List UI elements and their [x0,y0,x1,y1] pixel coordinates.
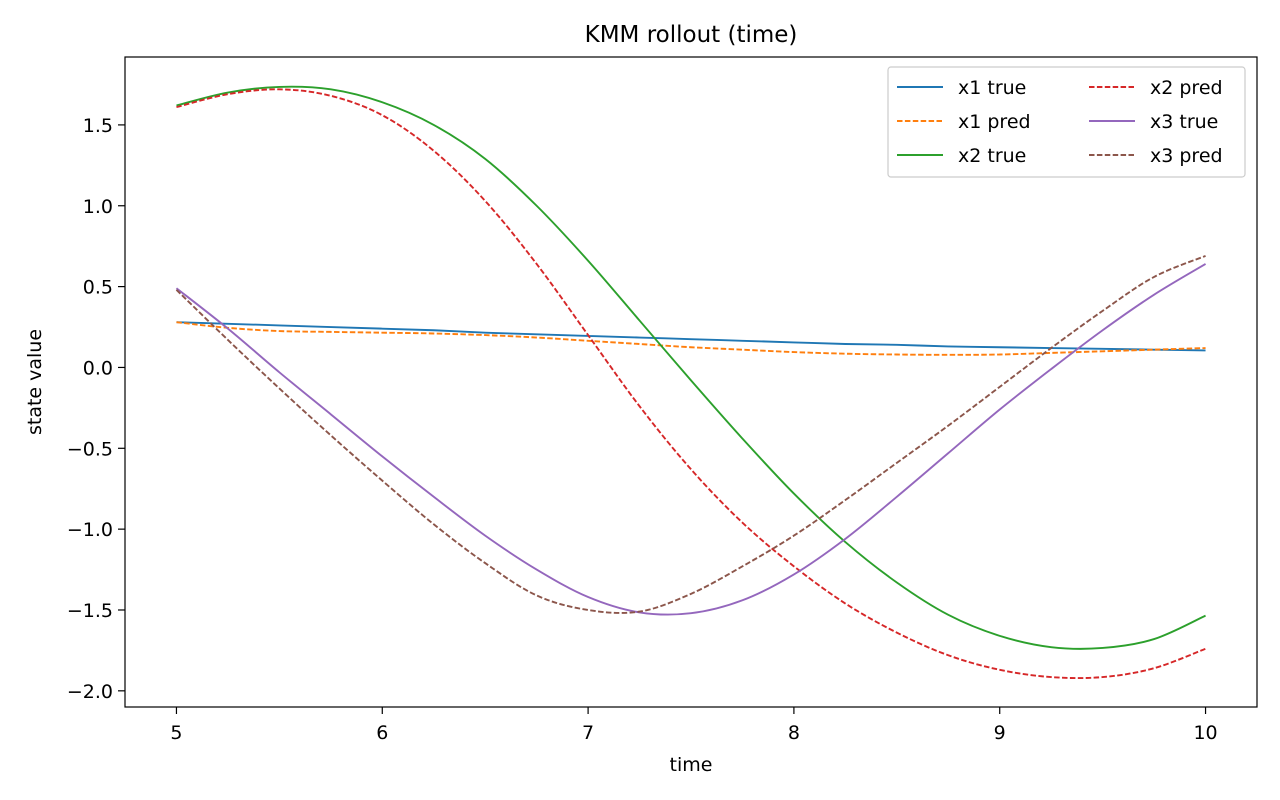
series-line-x2-true [176,85,1206,650]
y-tick-label: 1.0 [83,196,113,218]
x-tick-label: 8 [788,722,800,744]
legend-label: x2 pred [1150,77,1223,99]
series-line-x1-true [176,321,1206,352]
x-tick-label: 9 [994,722,1006,744]
legend: x1 true x1 pred x2 true x2 pred x3 true x3 pr… [887,66,1246,178]
legend-label: x3 true [1150,111,1218,133]
y-tick-label: −1.0 [67,519,113,541]
x-axis-label: time [670,754,713,776]
legend-label: x1 true [958,77,1026,99]
legend-box [887,66,1246,178]
plot-frame [124,56,1258,708]
y-axis-label: state value [24,329,46,435]
y-tick-label: −1.5 [67,600,113,622]
series-line-x2-pred [176,88,1206,680]
legend-label: x3 pred [1150,145,1223,167]
series-line-x3-pred [175,255,1206,614]
series-line-x1-pred [176,321,1206,356]
legend-label: x1 pred [958,111,1031,133]
x-tick-label: 6 [376,722,388,744]
y-tick-label: −0.5 [67,438,113,460]
series-lines [175,85,1207,680]
y-tick-label: 1.5 [83,115,113,137]
x-tick-label: 7 [582,722,594,744]
y-tick-label: 0.5 [83,277,113,299]
y-tick-label: −2.0 [67,681,113,703]
axis-ticks: 5 6 7 8 9 10 1.5 1.0 0.5 0.0 −0.5 −1.0 −1.5 −2.0 [67,115,1218,744]
x-tick-label: 5 [170,722,182,744]
x-tick-label: 10 [1193,722,1217,744]
chart-title: KMM rollout (time) [585,22,798,48]
legend-label: x2 true [958,145,1026,167]
series-line-x3-true [175,263,1207,616]
y-tick-label: 0.0 [83,357,113,379]
